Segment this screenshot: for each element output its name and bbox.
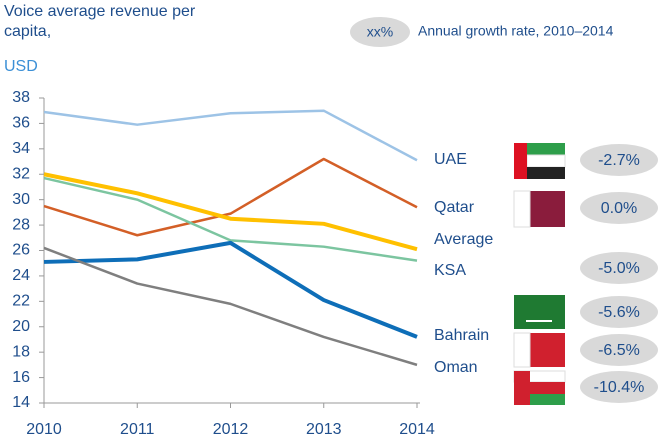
growth-pill: [580, 144, 658, 176]
legend-label: Average: [434, 231, 493, 248]
key-label: Annual growth rate, 2010–2014: [418, 23, 614, 39]
flag-uae: [514, 143, 566, 179]
y-tick-label: 14: [12, 394, 30, 411]
y-tick-label: 22: [12, 293, 30, 310]
series-line: [43, 176, 418, 262]
y-tick-label: 28: [12, 216, 30, 233]
series-line: [43, 172, 418, 252]
growth-label: 0.0%: [601, 200, 637, 217]
x-tick-label: 2013: [306, 421, 342, 438]
key-pill: [350, 17, 410, 47]
flag-bahrain: [513, 332, 565, 368]
x-tick-label: 2012: [213, 421, 249, 438]
growth-label: -10.4%: [594, 379, 645, 396]
growth-pill: [580, 371, 658, 403]
y-tick-label: 26: [12, 242, 30, 259]
legend-label: Qatar: [434, 199, 475, 216]
growth-label: -6.5%: [598, 342, 640, 359]
unit: USD: [4, 58, 38, 75]
title: Voice average revenue per capita,: [4, 3, 196, 40]
x-tick-label: 2011: [120, 421, 155, 438]
growth-label: -5.6%: [598, 304, 640, 321]
y-tick-label: 24: [12, 267, 30, 284]
legend-label: KSA: [434, 262, 466, 279]
y-tick-label: 16: [12, 369, 30, 386]
legend-label: Oman: [434, 359, 478, 376]
flag-ksa: [514, 295, 565, 329]
series-line: [43, 240, 418, 339]
series-line: [43, 157, 418, 237]
y-tick-label: 18: [12, 343, 30, 360]
key-sample: xx%: [367, 24, 393, 40]
y-tick-label: 20: [12, 318, 30, 335]
legend-label: UAE: [434, 151, 467, 168]
y-tick-label: 30: [12, 191, 30, 208]
x-tick-label: 2010: [26, 421, 62, 438]
growth-pill: [580, 192, 658, 224]
growth-pill: [580, 296, 658, 328]
series-line: [43, 109, 418, 162]
growth-pill: [580, 252, 658, 284]
flag-oman: [513, 370, 566, 405]
x-tick-label: 2014: [399, 421, 435, 438]
y-tick-label: 38: [12, 89, 30, 106]
series-line: [43, 246, 418, 367]
growth-label: -2.7%: [598, 152, 640, 169]
legend-label: Bahrain: [434, 327, 489, 344]
y-tick-label: 32: [12, 165, 30, 182]
growth-pill: [580, 334, 658, 366]
y-tick-label: 34: [12, 140, 30, 157]
flag-qatar: [513, 190, 565, 228]
y-tick-label: 36: [12, 115, 30, 132]
growth-label: -5.0%: [598, 260, 640, 277]
